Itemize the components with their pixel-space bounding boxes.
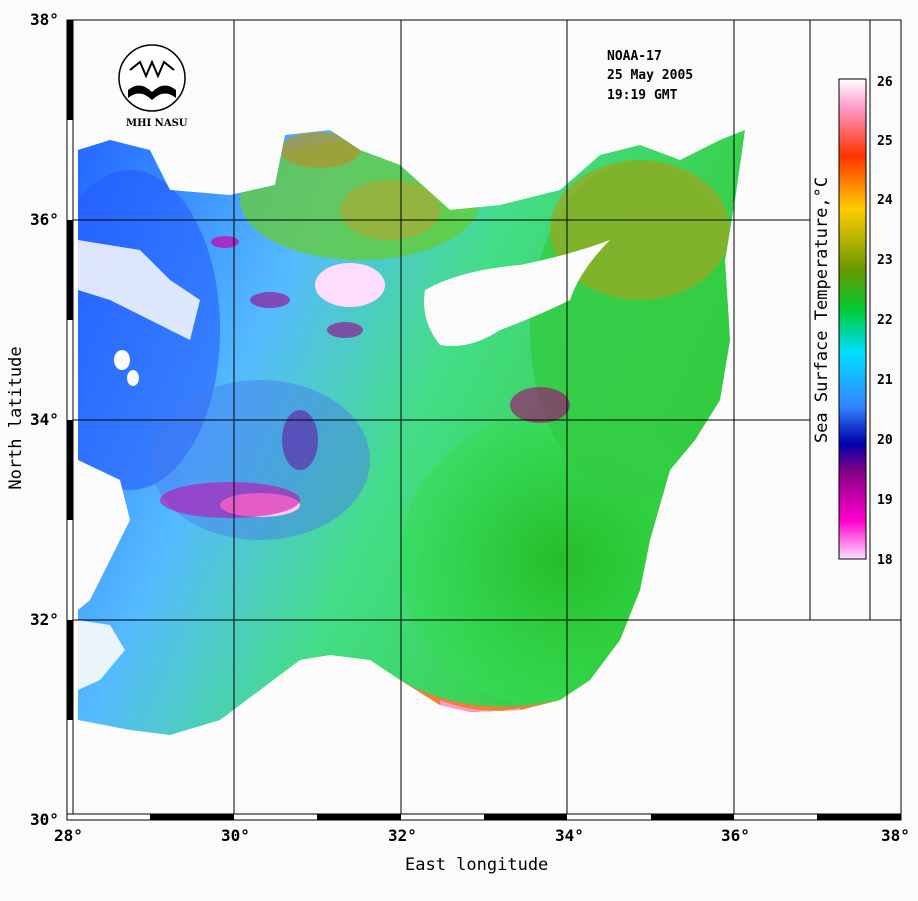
x-tick: 28°	[54, 826, 83, 845]
cyprus-land	[424, 240, 610, 346]
y-tick: 36°	[30, 210, 59, 229]
colorbar-tick: 19	[877, 493, 893, 508]
colorbar-tick: 25	[877, 134, 893, 149]
x-tick: 30°	[221, 826, 250, 845]
y-tick: 38°	[30, 10, 59, 29]
x-tick: 34°	[555, 826, 584, 845]
colorbar-title: Sea Surface Temperature,°C	[812, 176, 832, 444]
left-scale-bar	[66, 19, 74, 821]
colorbar-tick: 18	[877, 553, 893, 568]
x-tick: 36°	[721, 826, 750, 845]
date-label: 25 May 2005	[607, 68, 694, 83]
y-tick: 30°	[30, 810, 59, 829]
y-tick: 32°	[30, 610, 59, 629]
time-label: 19:19 GMT	[607, 88, 678, 103]
colorbar-tick: 24	[877, 193, 893, 208]
bottom-scale-bar	[66, 813, 902, 821]
colorbar-tick: 23	[877, 253, 893, 268]
colorbar-tick: 20	[877, 433, 893, 448]
mhi-logo	[118, 44, 186, 112]
colorbar-tick: 22	[877, 313, 893, 328]
colorbar	[838, 78, 867, 560]
y-tick: 34°	[30, 410, 59, 429]
colorbar-tick: 26	[877, 75, 893, 90]
x-tick: 38°	[881, 826, 910, 845]
x-axis-title: East longitude	[405, 855, 549, 875]
sea-surface	[78, 130, 745, 735]
colorbar-tick: 21	[877, 373, 893, 388]
satellite-label: NOAA-17	[607, 49, 662, 64]
x-tick: 32°	[388, 826, 417, 845]
logo-label: MHI NASU	[126, 118, 188, 129]
y-axis-title: North latitude	[6, 346, 26, 490]
